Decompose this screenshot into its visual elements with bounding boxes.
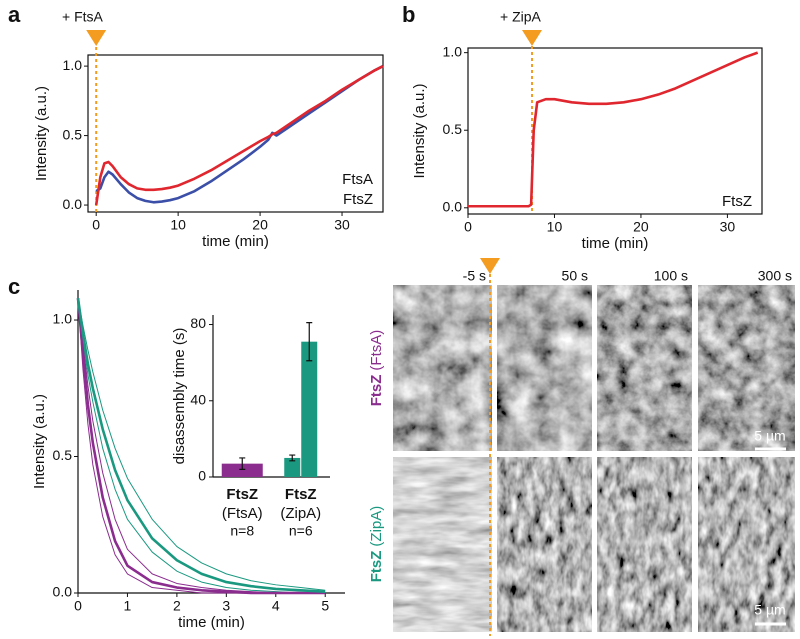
y-tick-label: 0 (198, 468, 206, 484)
x-tick-label: 0 (464, 219, 472, 235)
x-tick-label: 0 (74, 598, 82, 614)
y-tick-label: 80 (190, 315, 206, 331)
x-tick-label: 30 (720, 219, 736, 235)
row-protein: FtsZ (368, 551, 385, 583)
category-label: FtsZ (285, 486, 317, 503)
bar (221, 463, 263, 477)
legend-entry: FtsZ (343, 191, 373, 208)
series-line (77, 298, 326, 591)
annotation: + ZipA (500, 9, 542, 25)
y-axis-label: Intensity (a.u.) (411, 83, 428, 178)
x-tick-label: 20 (252, 217, 268, 233)
y-axis-label: Intensity (a.u.) (31, 394, 48, 489)
series-line (77, 298, 326, 594)
legend-entry: FtsZ (722, 193, 752, 210)
time-label: 100 s (654, 268, 688, 284)
panel-label: a (8, 2, 21, 27)
x-tick-label: 5 (321, 598, 329, 614)
y-tick-label: 0.0 (63, 196, 83, 212)
y-tick-label: 0.5 (443, 121, 463, 137)
x-tick-label: 1 (124, 598, 132, 614)
y-tick-label: 0.0 (443, 198, 463, 214)
micrograph (497, 285, 592, 451)
y-tick-label: 0.0 (53, 584, 73, 600)
y-axis-label: Intensity (a.u.) (33, 86, 50, 181)
y-tick-label: 1.0 (443, 43, 463, 59)
time-label: 50 s (562, 268, 588, 284)
row-condition: (FtsA) (368, 330, 385, 371)
x-axis-label: time (min) (582, 235, 649, 252)
x-tick-label: 10 (547, 219, 563, 235)
y-tick-label: 0.5 (53, 447, 73, 463)
series-line (76, 298, 326, 595)
micrograph (698, 285, 795, 451)
category-count: n=8 (230, 523, 254, 539)
bar (284, 457, 301, 477)
y-tick-label: 1.0 (63, 57, 83, 73)
panel-label: c (8, 274, 20, 299)
bar (301, 341, 318, 477)
time-label: -5 s (463, 268, 486, 284)
x-tick-label: 10 (170, 217, 186, 233)
legend-entry: FtsA (342, 171, 373, 188)
y-axis-label: disassembly time (s) (171, 328, 188, 465)
x-tick-label: 4 (272, 598, 280, 614)
x-axis-label: time (min) (202, 233, 269, 250)
event-marker (521, 30, 542, 46)
annotation: + FtsA (62, 9, 104, 25)
x-tick-label: 2 (173, 598, 181, 614)
category-label: FtsZ (226, 486, 258, 503)
micrograph (393, 457, 492, 632)
micrograph (597, 285, 692, 451)
x-tick-label: 20 (633, 219, 649, 235)
microscopy-grid: -5 s 50 s 100 s 300 s FtsZ (FtsA) FtsZ (Zi… (368, 258, 795, 636)
y-tick-label: 40 (190, 391, 206, 407)
row-condition: (ZipA) (368, 506, 385, 547)
x-tick-label: 30 (334, 217, 350, 233)
event-marker (480, 258, 500, 274)
x-tick-label: 0 (92, 217, 100, 233)
row-label: FtsZ (FtsA) (368, 330, 385, 407)
category-condition: (ZipA) (280, 505, 321, 522)
event-marker (86, 30, 107, 46)
plot-frame (87, 54, 384, 213)
micrograph (597, 457, 692, 632)
micrograph (497, 457, 592, 632)
micrograph (698, 457, 795, 632)
micrograph (393, 285, 492, 451)
category-condition: (FtsA) (222, 505, 263, 522)
row-protein: FtsZ (368, 375, 385, 407)
series-line (77, 298, 326, 594)
series-line (468, 51, 759, 208)
series-line (76, 298, 326, 593)
series-line (77, 298, 326, 594)
x-tick-label: 3 (222, 598, 230, 614)
row-label: FtsZ (ZipA) (368, 506, 385, 583)
scale-label: 5 µm (754, 602, 785, 618)
scale-label: 5 µm (754, 428, 785, 444)
series-line (95, 64, 384, 204)
x-axis-label: time (min) (178, 614, 245, 631)
error-bar (306, 322, 313, 362)
plot-frame (467, 47, 763, 215)
error-bar (239, 457, 246, 470)
panel-label: b (402, 2, 415, 27)
time-label: 300 s (758, 268, 792, 284)
category-count: n=6 (289, 523, 313, 539)
y-tick-label: 1.0 (53, 311, 73, 327)
error-bar (289, 454, 296, 462)
series-line (94, 64, 384, 206)
y-tick-label: 0.5 (63, 126, 83, 142)
